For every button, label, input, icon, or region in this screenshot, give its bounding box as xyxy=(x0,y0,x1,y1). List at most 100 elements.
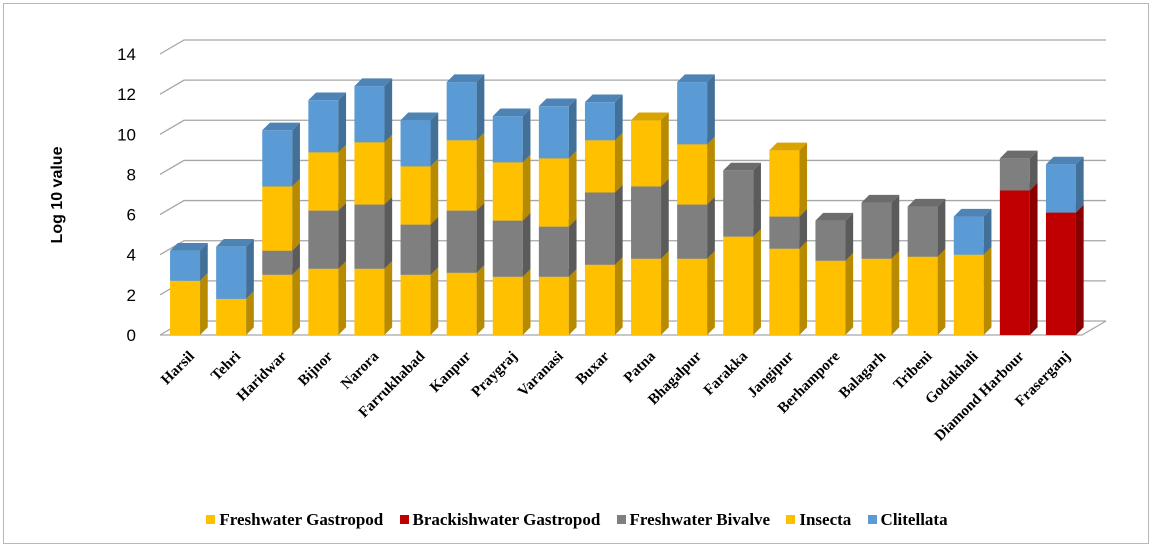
bar-segment xyxy=(908,257,938,335)
legend-swatch xyxy=(868,515,877,524)
bar-segment xyxy=(401,275,431,335)
bar-segment xyxy=(539,227,569,277)
legend-label: Freshwater Bivalve xyxy=(630,510,771,529)
bar-segment xyxy=(354,142,384,204)
bar-segment-side xyxy=(707,251,715,335)
bar-segment xyxy=(1046,164,1076,212)
x-tick-label: Tribeni xyxy=(891,349,936,394)
bar-segment xyxy=(723,237,753,335)
bar-segment xyxy=(677,144,707,204)
y-tick-label: 2 xyxy=(127,286,136,305)
bar-segment-side xyxy=(384,261,392,335)
y-axis-title: Log 10 value xyxy=(49,146,66,243)
bar-segment-side xyxy=(338,261,346,335)
bar-segment xyxy=(262,130,292,186)
bar-segment-side xyxy=(477,265,485,335)
x-tick-label: Bijnor xyxy=(295,348,336,389)
bar-segment-side xyxy=(338,92,346,152)
bar-segment-side xyxy=(569,98,577,158)
bar-segment-side xyxy=(246,239,254,299)
bar-segment xyxy=(1000,158,1030,190)
bar-segment-side xyxy=(477,74,485,140)
bar-segment-side xyxy=(477,133,485,211)
bar-segment-side xyxy=(200,273,208,335)
bar-segment xyxy=(954,217,984,255)
bar-segment-side xyxy=(615,133,623,193)
bar-segment xyxy=(631,120,661,186)
x-tick-label: Varanasi xyxy=(515,349,567,401)
bar-segment-side xyxy=(1030,183,1038,335)
bar-segment-side xyxy=(753,229,761,335)
bar-segment-side xyxy=(292,179,300,251)
bar-segment xyxy=(908,207,938,257)
bar-segment xyxy=(631,259,661,335)
gridline xyxy=(160,80,1106,94)
bar-segment-side xyxy=(431,113,439,167)
bar-segment xyxy=(539,277,569,335)
bar-segment xyxy=(216,247,246,299)
bar-segment xyxy=(354,269,384,335)
bar-segment-side xyxy=(707,137,715,205)
bar-segment-side xyxy=(384,78,392,142)
bar-segment xyxy=(170,251,200,281)
bar-segment xyxy=(262,251,292,275)
y-tick-label: 8 xyxy=(127,165,136,184)
x-tick-label: Harsil xyxy=(158,349,198,389)
bar-segment-side xyxy=(431,159,439,225)
bar-segment-side xyxy=(523,155,531,221)
bar-segment-side xyxy=(431,217,439,275)
bar-segment-side xyxy=(799,143,807,217)
legend-label: Freshwater Gastropod xyxy=(219,510,383,529)
bar-segment xyxy=(308,211,338,269)
y-tick-label: 14 xyxy=(117,45,136,64)
bar-segment xyxy=(539,106,569,158)
bar-segment xyxy=(308,152,338,210)
gridline xyxy=(160,40,1106,54)
x-tick-label: Patna xyxy=(621,348,659,386)
y-tick-label: 10 xyxy=(117,125,136,144)
bar-segment-side xyxy=(523,109,531,163)
x-tick-label: Farakka xyxy=(701,348,752,399)
bar-segment-side xyxy=(615,94,623,140)
bar-segment-side xyxy=(338,145,346,211)
x-tick-label: Balagarh xyxy=(836,348,890,402)
bar-segment-side xyxy=(661,251,669,335)
bar-segment-side xyxy=(753,163,761,237)
bar-segment xyxy=(585,140,615,192)
bar-segment xyxy=(769,150,799,216)
legend-swatch xyxy=(400,515,409,524)
bar-segment-side xyxy=(477,203,485,273)
legend-item-insecta: Insecta xyxy=(786,510,851,530)
bar-segment-side xyxy=(431,267,439,335)
bar-segment xyxy=(954,255,984,335)
legend-item-brackishwater-gastropod: Brackishwater Gastropod xyxy=(400,510,601,530)
bar-segment xyxy=(677,82,707,144)
bar-segment xyxy=(862,259,892,335)
bar-segment-side xyxy=(569,269,577,335)
bar-segment-side xyxy=(799,241,807,335)
bar-segment-side xyxy=(523,269,531,335)
bar-segment xyxy=(815,261,845,335)
x-tick-label: Buxar xyxy=(573,348,613,388)
bar-segment xyxy=(447,211,477,273)
bar-segment xyxy=(493,162,523,220)
bar-segment xyxy=(1046,213,1076,335)
bar-segment xyxy=(401,225,431,275)
bar-segment-side xyxy=(661,179,669,259)
bar-segment xyxy=(401,166,431,224)
bar-segment xyxy=(862,203,892,259)
bar-segment xyxy=(308,269,338,335)
bar-segment xyxy=(216,299,246,335)
bar-segment xyxy=(262,275,292,335)
bar-segment xyxy=(769,217,799,249)
legend-swatch xyxy=(786,515,795,524)
bar-segment xyxy=(585,102,615,140)
bar-segment xyxy=(354,86,384,142)
bar-segment xyxy=(769,249,799,335)
legend-label: Insecta xyxy=(799,510,851,529)
bar-segment-side xyxy=(938,199,946,257)
bar-segment-side xyxy=(569,219,577,277)
legend-label: Brackishwater Gastropod xyxy=(413,510,601,529)
bar-segment-side xyxy=(246,291,254,335)
bar-segment-side xyxy=(292,267,300,335)
